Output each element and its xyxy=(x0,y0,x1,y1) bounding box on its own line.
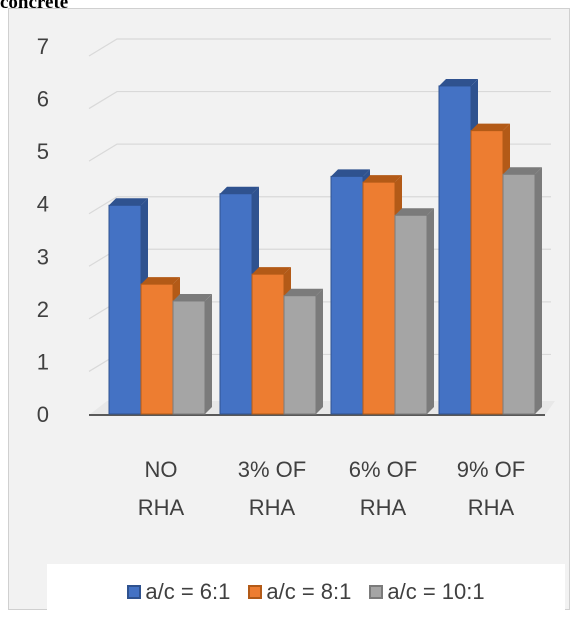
bar-front xyxy=(470,130,504,415)
bar-top xyxy=(471,123,510,131)
bar-front xyxy=(219,193,253,415)
legend-label: a/c = 6:1 xyxy=(145,578,231,604)
y-axis-ticks: 0 1 2 3 4 5 6 7 xyxy=(37,34,49,427)
bar-top xyxy=(141,277,180,285)
bar-side xyxy=(205,293,212,414)
y-tick-label: 7 xyxy=(37,34,49,59)
bar-front xyxy=(438,85,472,415)
y-tick-label: 4 xyxy=(37,192,49,217)
bar-front xyxy=(283,295,317,415)
gridline-5 xyxy=(88,143,551,162)
bar-front xyxy=(394,214,428,415)
bar-top xyxy=(439,78,478,86)
bar-side xyxy=(535,167,542,414)
bar-top xyxy=(363,175,402,183)
legend-label: a/c = 10:1 xyxy=(387,578,485,604)
bar-top xyxy=(220,186,259,194)
chart-area: 0 1 2 3 4 5 6 7 NO RHA 3% OF RHA 6% OF RHA 9% OF RHA a… xyxy=(8,8,570,619)
bar-2-1 xyxy=(283,288,323,415)
bar-front xyxy=(172,300,206,415)
legend: a/c = 6:1 a/c = 8:1 a/c = 10:1 xyxy=(47,564,565,619)
y-tick-label: 2 xyxy=(37,297,49,322)
bar-2-2 xyxy=(394,208,434,415)
y-tick-label: 5 xyxy=(37,139,49,164)
x-tick-label: 3% OF xyxy=(238,457,306,482)
bar-2-3 xyxy=(502,167,542,415)
y-tick-label: 3 xyxy=(37,244,49,269)
bar-front xyxy=(108,204,142,415)
legend-swatch xyxy=(369,584,384,599)
bar-top xyxy=(395,208,434,216)
legend-item: a/c = 10:1 xyxy=(369,578,485,605)
bar-front xyxy=(140,283,174,415)
bar-top xyxy=(331,169,370,177)
category-labels: NO RHA 3% OF RHA 6% OF RHA 9% OF RHA xyxy=(138,457,525,520)
bar-top xyxy=(109,198,148,206)
bar-top xyxy=(252,267,291,275)
x-tick-label: RHA xyxy=(468,495,515,520)
x-tick-label: RHA xyxy=(249,495,296,520)
bars xyxy=(108,78,542,415)
bar-front xyxy=(330,175,364,415)
bar-front xyxy=(362,181,396,415)
bar-2-0 xyxy=(172,293,212,415)
bar-top xyxy=(173,293,212,301)
bar-front xyxy=(502,173,536,415)
bar-chart: 0 1 2 3 4 5 6 7 NO RHA 3% OF RHA 6% OF RHA 9% OF RHA xyxy=(37,34,555,520)
gridline-4 xyxy=(88,196,551,215)
x-tick-label: RHA xyxy=(360,495,407,520)
bar-front xyxy=(251,273,285,415)
y-tick-label: 1 xyxy=(37,349,49,374)
legend-item: a/c = 6:1 xyxy=(127,579,230,605)
legend-item: a/c = 8:1 xyxy=(248,579,351,605)
bar-top xyxy=(503,167,542,175)
y-tick-label: 0 xyxy=(37,402,49,427)
gridline-6 xyxy=(88,90,551,110)
legend-label: a/c = 8:1 xyxy=(266,578,352,604)
bar-side xyxy=(316,288,323,414)
bar-top xyxy=(284,288,323,296)
legend-swatch xyxy=(248,584,263,599)
x-tick-label: 9% OF xyxy=(457,457,525,482)
x-tick-label: NO xyxy=(145,457,178,482)
gridline-7 xyxy=(88,38,551,57)
bar-side xyxy=(427,208,434,414)
legend-swatch xyxy=(127,584,142,599)
x-tick-label: 6% OF xyxy=(349,457,417,482)
y-tick-label: 6 xyxy=(37,87,49,112)
x-tick-label: RHA xyxy=(138,495,185,520)
